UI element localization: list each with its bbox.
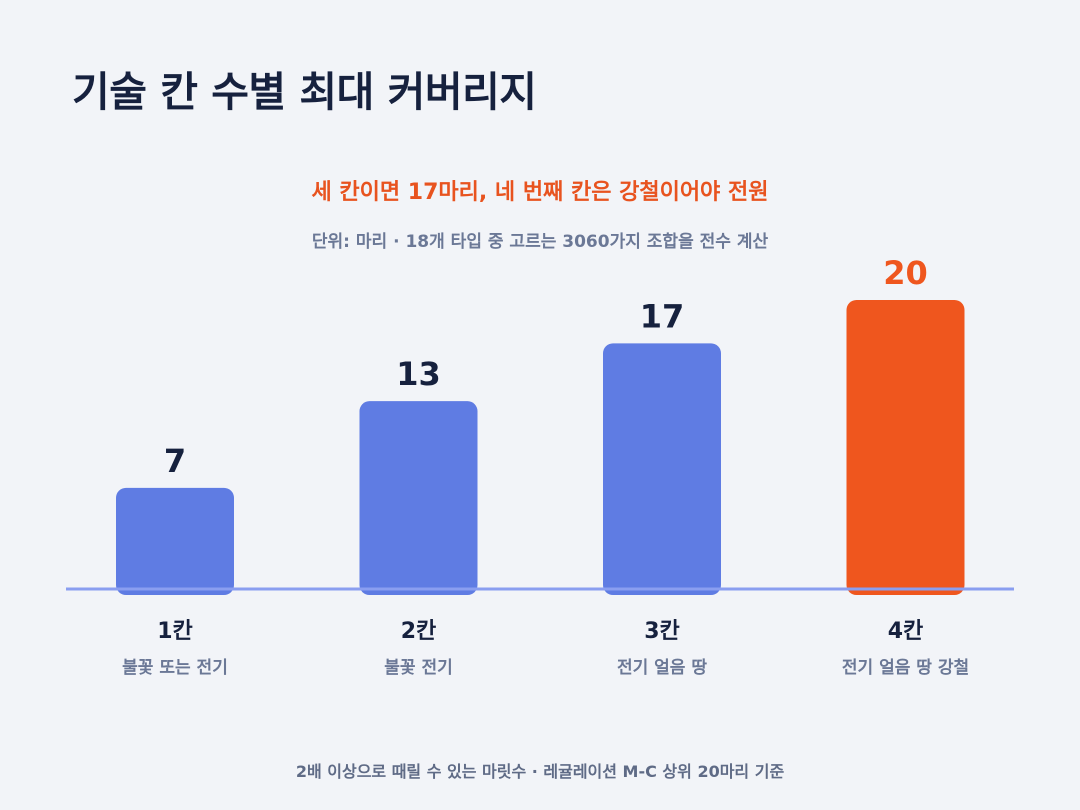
bar [846, 300, 965, 595]
category-label: 2칸 [401, 619, 437, 644]
bar [116, 487, 234, 595]
category-sublabel: 불꽃 또는 전기 [122, 658, 228, 678]
category-label: 3칸 [644, 619, 680, 644]
unit-note: 단위: 마리 · 18개 타입 중 고르는 3060가지 조합을 전수 계산 [311, 232, 769, 252]
chart-subtitle: 세 칸이면 17마리, 네 번째 칸은 강철이어야 전원 [311, 180, 769, 205]
chart-footnote: 2배 이상으로 때릴 수 있는 마릿수 · 레귤레이션 M-C 상위 20마리 … [295, 762, 785, 781]
chart-title: 기술 칸 수별 최대 커버리지 [72, 68, 537, 116]
bar-value-label: 7 [164, 442, 186, 480]
bar-value-label: 20 [883, 254, 928, 292]
bar [603, 343, 721, 595]
category-sublabel: 불꽃 전기 [384, 658, 452, 678]
category-sublabel: 전기 얼음 땅 강철 [842, 658, 969, 678]
category-label: 4칸 [888, 619, 924, 644]
bar-value-label: 13 [396, 355, 441, 393]
bar-value-label: 17 [640, 297, 685, 335]
bar [359, 401, 478, 595]
category-sublabel: 전기 얼음 땅 [617, 658, 707, 678]
category-label: 1칸 [157, 619, 193, 644]
